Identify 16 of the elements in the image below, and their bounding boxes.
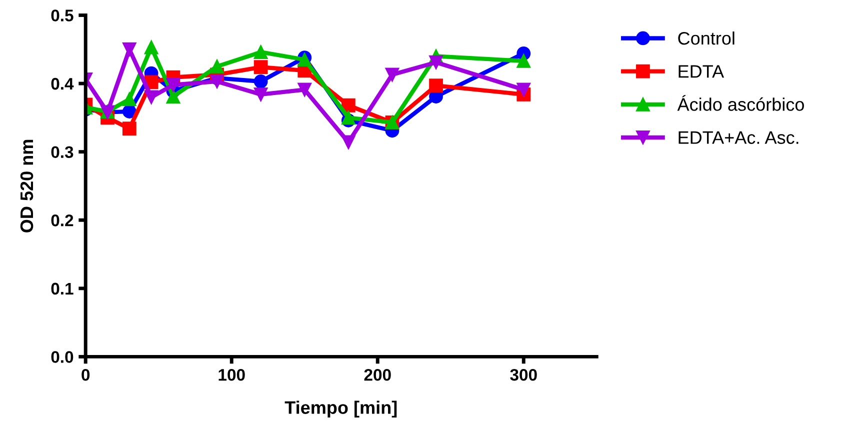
- x-tick-label: 300: [510, 368, 537, 381]
- y-tick-label: 0.5: [51, 10, 74, 22]
- legend-label: EDTA: [678, 65, 724, 78]
- y-tick-label: 0.0: [51, 351, 74, 363]
- y-tick-label: 0.4: [51, 78, 74, 90]
- x-tick-label: 200: [364, 368, 391, 381]
- y-tick-label: 0.2: [51, 214, 74, 226]
- legend-label: Ácido ascórbico: [677, 95, 804, 111]
- y-tick-label: 0.3: [51, 146, 74, 158]
- x-tick-label: 100: [218, 368, 245, 381]
- legend-label: EDTA+Ac. Asc.: [678, 131, 798, 144]
- x-tick-label: 0: [82, 368, 90, 381]
- y-tick-label: 0.1: [51, 282, 74, 295]
- x-axis-title: Tiempo [min]: [284, 400, 397, 418]
- legend-label: Control: [678, 31, 734, 45]
- y-axis-title: OD 520 nm: [20, 140, 34, 232]
